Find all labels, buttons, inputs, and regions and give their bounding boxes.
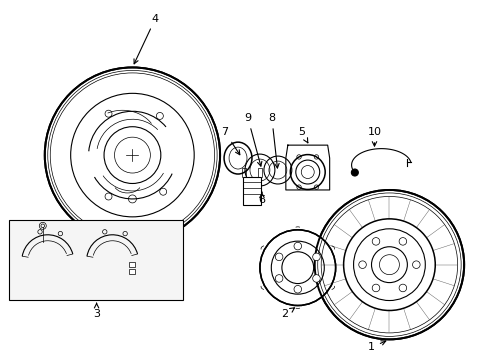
Bar bbox=[129, 269, 135, 274]
Circle shape bbox=[358, 261, 366, 269]
Bar bbox=[129, 262, 135, 267]
Text: 10: 10 bbox=[367, 127, 381, 146]
Circle shape bbox=[260, 230, 335, 306]
Circle shape bbox=[314, 190, 463, 339]
Text: 4: 4 bbox=[134, 14, 159, 64]
Text: 5: 5 bbox=[298, 127, 307, 143]
Text: 3: 3 bbox=[93, 303, 100, 319]
Text: 2: 2 bbox=[281, 308, 294, 319]
Circle shape bbox=[398, 284, 406, 292]
Circle shape bbox=[312, 253, 320, 261]
Circle shape bbox=[275, 275, 283, 282]
Text: 9: 9 bbox=[244, 113, 262, 166]
Text: 1: 1 bbox=[367, 341, 385, 352]
Circle shape bbox=[293, 285, 301, 293]
Circle shape bbox=[371, 238, 379, 245]
Circle shape bbox=[45, 67, 220, 243]
Circle shape bbox=[412, 261, 419, 269]
Bar bbox=[243, 177, 261, 205]
Circle shape bbox=[312, 275, 320, 282]
Bar bbox=[9, 220, 183, 300]
Circle shape bbox=[371, 284, 379, 292]
Circle shape bbox=[398, 238, 406, 245]
Circle shape bbox=[351, 169, 358, 176]
Circle shape bbox=[275, 253, 283, 261]
Text: 6: 6 bbox=[258, 192, 265, 205]
Text: 8: 8 bbox=[268, 113, 279, 168]
Circle shape bbox=[293, 242, 301, 250]
Text: 7: 7 bbox=[221, 127, 239, 155]
